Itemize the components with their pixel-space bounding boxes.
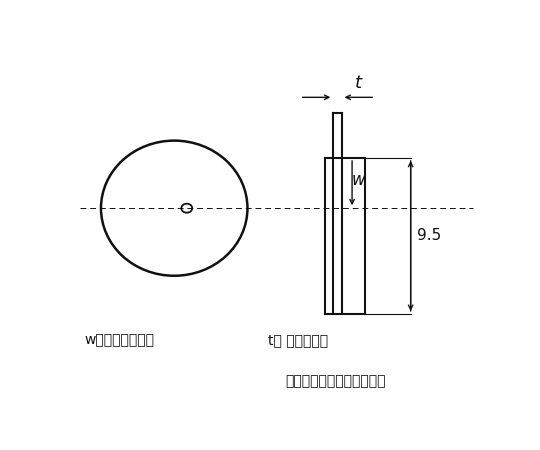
Text: ピンホール（基板）の寸法: ピンホール（基板）の寸法 bbox=[285, 374, 386, 388]
Text: w: w bbox=[352, 171, 365, 189]
Text: t: t bbox=[355, 74, 362, 92]
Text: w：ピンホール径: w：ピンホール径 bbox=[84, 333, 154, 347]
Text: 9.5: 9.5 bbox=[417, 229, 441, 243]
Text: t： 基板の厚さ: t： 基板の厚さ bbox=[268, 333, 328, 347]
